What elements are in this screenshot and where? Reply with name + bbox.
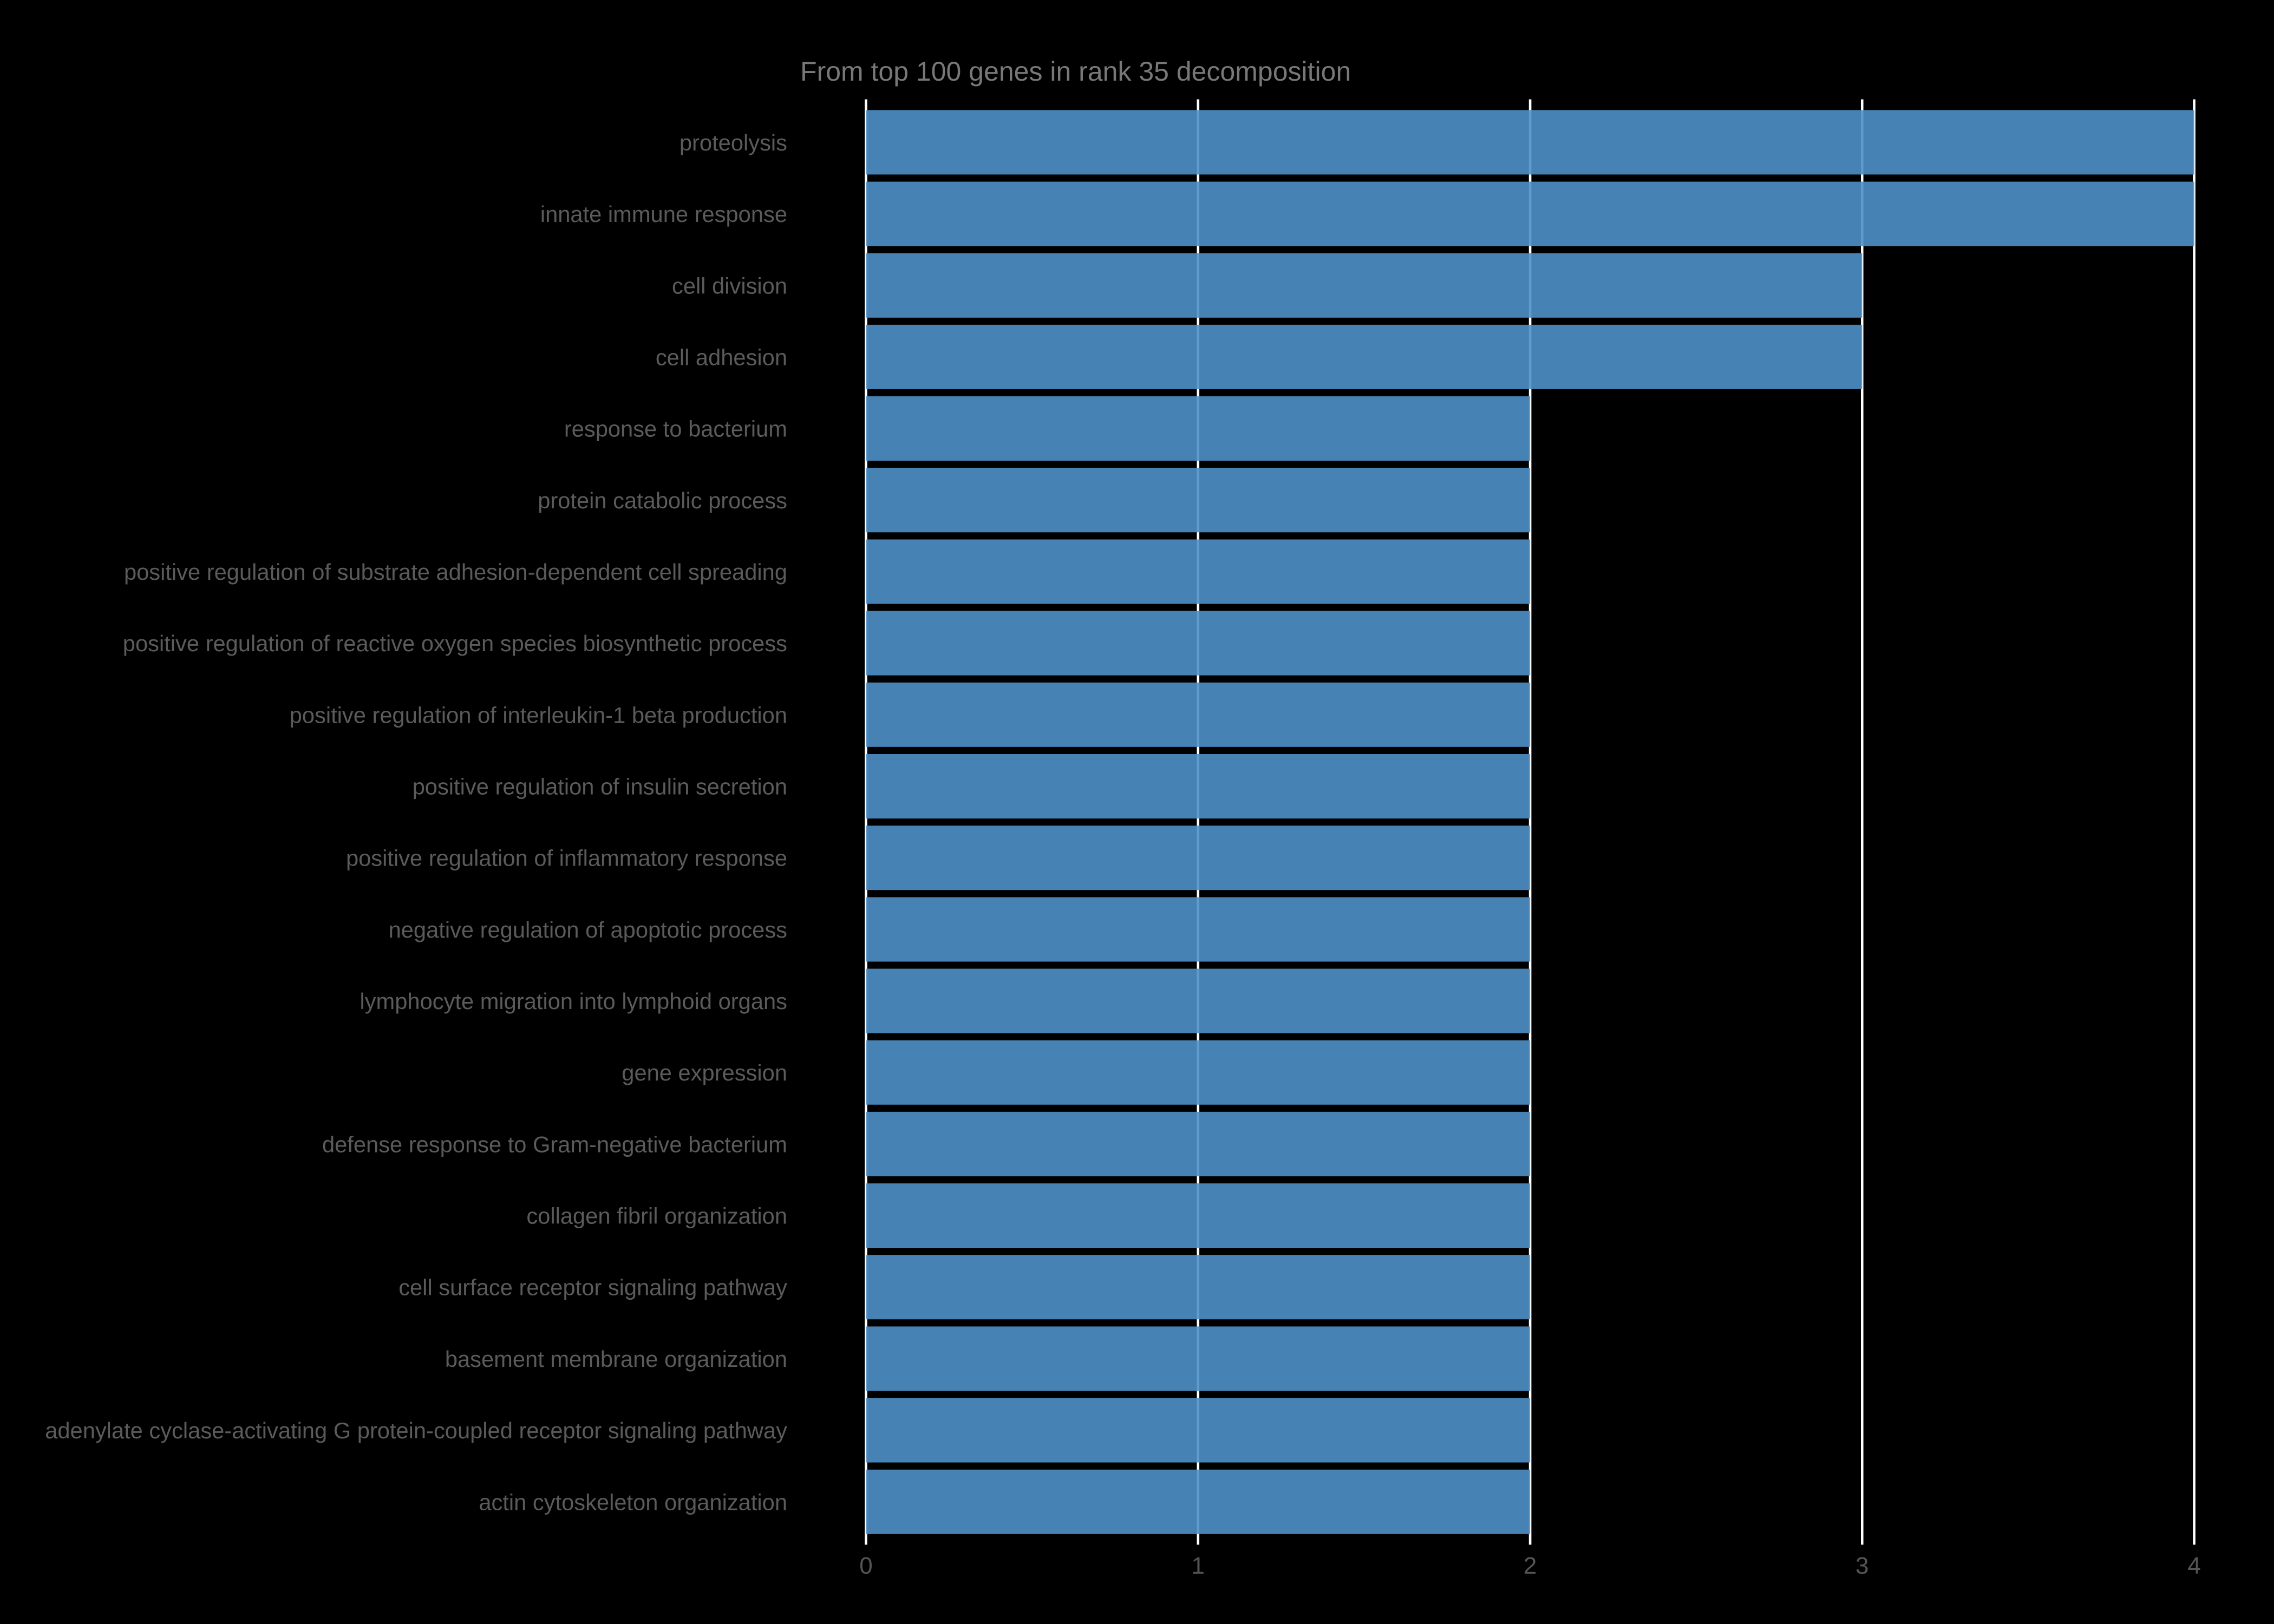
svg-text:positive regulation of inflamm: positive regulation of inflammatory resp…: [346, 846, 787, 871]
svg-text:proteolysis: proteolysis: [679, 130, 787, 155]
svg-text:protein catabolic process: protein catabolic process: [538, 488, 787, 513]
svg-text:collagen fibril organization: collagen fibril organization: [526, 1203, 787, 1229]
svg-text:2: 2: [1524, 1553, 1537, 1579]
svg-text:cell division: cell division: [672, 273, 787, 298]
svg-text:positive regulation of substra: positive regulation of substrate adhesio…: [124, 559, 787, 585]
svg-text:adenylate cyclase-activating G: adenylate cyclase-activating G protein-c…: [45, 1418, 787, 1443]
svg-text:cell adhesion: cell adhesion: [656, 344, 787, 370]
svg-text:response to bacterium: response to bacterium: [564, 416, 787, 442]
svg-text:positive regulation of reactiv: positive regulation of reactive oxygen s…: [123, 631, 787, 656]
svg-text:positive regulation of interle: positive regulation of interleukin-1 bet…: [290, 702, 787, 728]
svg-text:From top 100 genes in rank 35: From top 100 genes in rank 35 decomposit…: [800, 56, 1351, 87]
svg-text:defense response to Gram-negat: defense response to Gram-negative bacter…: [322, 1131, 787, 1157]
svg-text:gene expression: gene expression: [622, 1060, 787, 1085]
svg-text:0: 0: [859, 1553, 872, 1579]
svg-text:positive regulation of insulin: positive regulation of insulin secretion: [413, 774, 787, 800]
svg-text:lymphocyte migration into lymp: lymphocyte migration into lymphoid organ…: [360, 988, 787, 1014]
svg-text:cell surface receptor signalin: cell surface receptor signaling pathway: [398, 1275, 787, 1300]
svg-text:3: 3: [1855, 1553, 1868, 1579]
svg-text:basement membrane organization: basement membrane organization: [445, 1346, 787, 1372]
svg-text:4: 4: [2187, 1553, 2200, 1579]
svg-text:negative regulation of apoptot: negative regulation of apoptotic process: [389, 917, 787, 942]
svg-text:1: 1: [1192, 1553, 1205, 1579]
svg-text:innate immune response: innate immune response: [540, 201, 787, 227]
svg-text:actin cytoskeleton organizatio: actin cytoskeleton organization: [479, 1489, 787, 1515]
